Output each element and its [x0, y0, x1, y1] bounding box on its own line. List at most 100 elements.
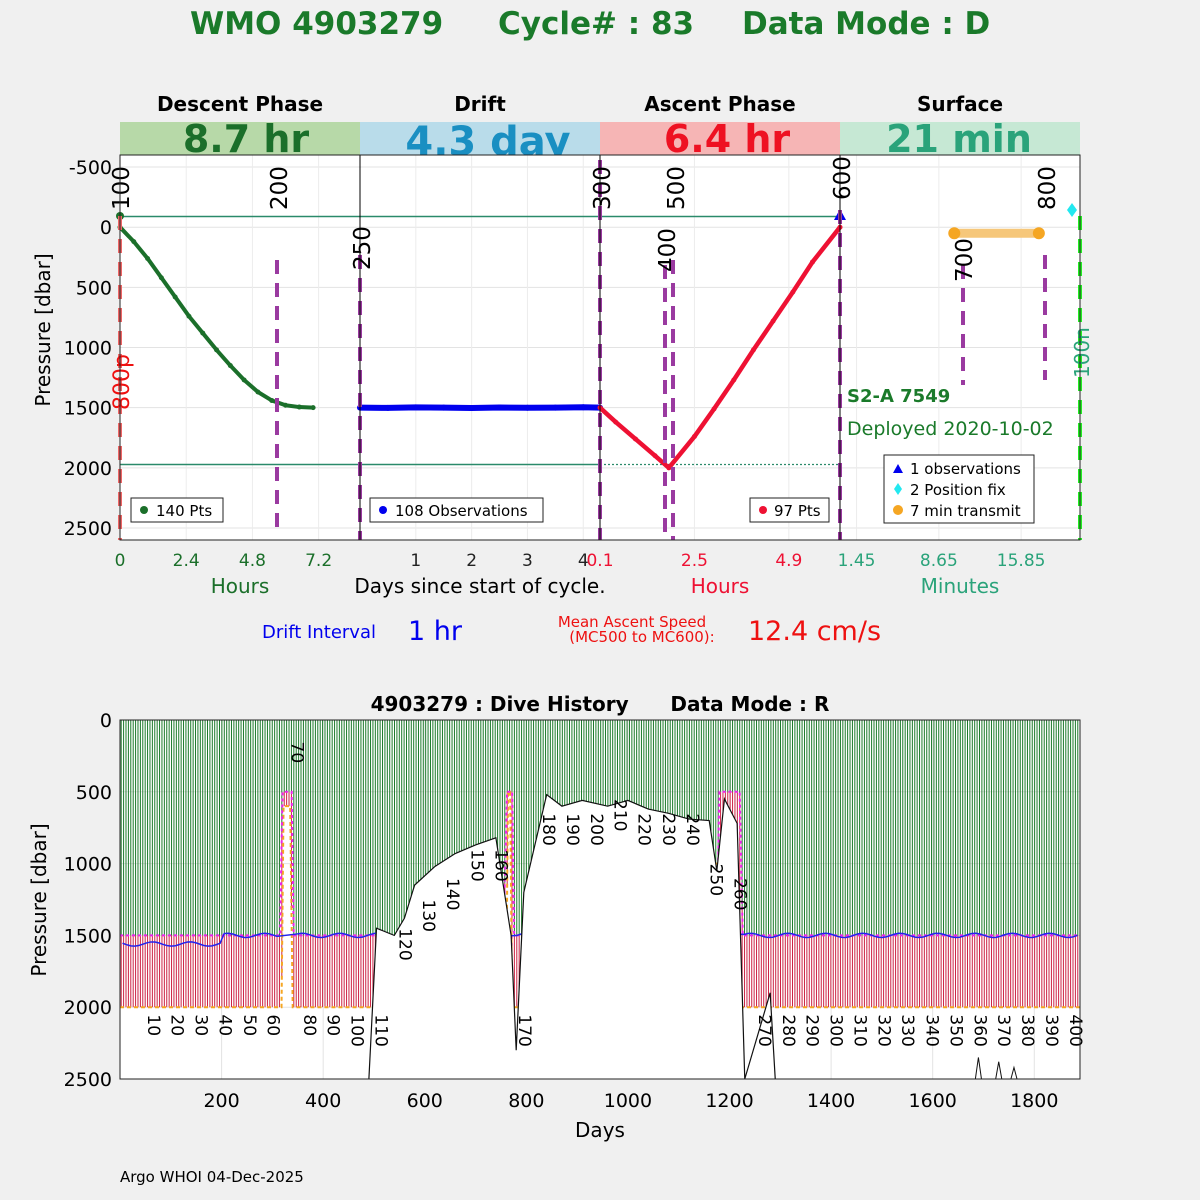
cycle-ylabel: Pressure [dbar]	[31, 253, 55, 406]
y-tick-label: 0	[100, 710, 112, 732]
dive-xlabel: Days	[575, 1118, 625, 1142]
cycle-label: 60	[263, 1014, 283, 1036]
descent-duration-band	[120, 122, 360, 155]
deployment-date: Deployed 2020-10-02	[847, 418, 1054, 440]
x-tick-label: 1.45	[838, 551, 876, 571]
dive-history-title: 4903279 : Dive History Data Mode : R	[371, 692, 830, 716]
position-fix-marker	[1067, 203, 1077, 217]
position-fix-icon	[894, 483, 902, 495]
ascent-duration-band	[600, 122, 840, 155]
descent-point	[131, 239, 137, 245]
surface-duration-band	[840, 122, 1080, 155]
cycle-label: 190	[562, 813, 582, 845]
drift-title: Drift	[454, 92, 506, 116]
dive-lines	[120, 790, 1080, 1080]
svg-text:140 Pts: 140 Pts	[156, 502, 212, 520]
bathymetry-line	[368, 793, 776, 1080]
marker-label-800: 800	[1035, 166, 1061, 210]
cycle-title: Cycle# : 83	[498, 6, 694, 42]
marker-label-200: 200	[267, 166, 293, 210]
drift-point	[468, 405, 475, 412]
cycle-label: 340	[922, 1014, 942, 1046]
x-tick-label: 0	[115, 551, 126, 571]
drift-interval-value: 1 hr	[408, 616, 463, 647]
marker-label-700: 700	[952, 238, 978, 282]
marker-label-600: 600	[830, 156, 856, 200]
cycle-label: 90	[323, 1014, 343, 1036]
descent-point	[241, 377, 247, 383]
x-tick-label: 4.9	[775, 551, 802, 571]
cycle-label: 180	[538, 813, 558, 845]
x-tick-label: 1800	[1010, 1090, 1058, 1112]
drift-interval-label: Drift Interval	[262, 622, 376, 643]
x-tick-label: 2.5	[681, 551, 708, 571]
descent-point	[172, 294, 178, 300]
x-tick-label: 800	[508, 1090, 544, 1112]
cycle-label: 30	[191, 1014, 211, 1036]
ascent-point	[750, 347, 756, 353]
svg-text:108 Observations: 108 Observations	[395, 502, 528, 520]
seafloor-spike	[974, 1057, 982, 1080]
seafloor-spike	[1010, 1065, 1018, 1080]
drift-point	[384, 404, 391, 411]
y-tick-label: 1500	[64, 398, 112, 420]
dive-ylabel: Pressure [dbar]	[27, 823, 51, 976]
ascent-speed-value: 12.4 cm/s	[748, 616, 881, 647]
ascent-point	[652, 453, 658, 459]
ascent-point	[770, 318, 776, 324]
cycle-label: 140	[442, 878, 462, 910]
drift-point	[552, 404, 559, 411]
y-tick-label: 1000	[64, 338, 112, 360]
x-tick-label: 1600	[909, 1090, 957, 1112]
svg-text:97 Pts: 97 Pts	[774, 502, 821, 520]
descent-point	[283, 402, 289, 408]
svg-text:7 min transmit: 7 min transmit	[910, 502, 1021, 520]
cycle-label: 150	[466, 849, 486, 881]
cycle-label: 170	[514, 1014, 534, 1046]
ascent-point	[731, 377, 737, 383]
ascent-title: Ascent Phase	[644, 92, 795, 116]
y-tick-label: 2000	[64, 458, 112, 480]
x-tick-label: 4.8	[239, 551, 266, 571]
surface-unit: Minutes	[921, 574, 1000, 598]
cycle-label: 10	[143, 1014, 163, 1036]
cycle-label: 50	[239, 1014, 259, 1036]
drift-duration-band	[360, 122, 600, 155]
ascent-speed-label-line1: Mean Ascent Speed	[558, 613, 706, 631]
ascent-point	[790, 289, 796, 295]
ascent-point	[809, 259, 815, 265]
cycle-label: 210	[610, 799, 630, 831]
cycle-label: 100	[347, 1014, 367, 1046]
cycle-label: 380	[1017, 1014, 1037, 1046]
y-tick-label: -500	[69, 157, 112, 179]
svg-text:1 observations: 1 observations	[910, 460, 1021, 478]
y-tick-label: 500	[76, 782, 112, 804]
descent-point	[296, 404, 302, 410]
descent-duration: 8.7 hr	[183, 117, 310, 161]
x-tick-label: 15.85	[997, 551, 1046, 571]
ascent-duration: 6.4 hr	[664, 117, 791, 161]
drift-point	[496, 404, 503, 411]
cycle-label: 70	[287, 742, 307, 764]
observation-marker-icon	[893, 464, 903, 473]
dive-ticks: 200 400 600 800 1000 1200 1400 1600 1800 0 500 1000…	[64, 710, 1059, 1112]
cycle-label: 320	[873, 1014, 893, 1046]
y-tick-label: 500	[76, 277, 112, 299]
ascent-point	[613, 419, 619, 425]
surface-duration: 21 min	[886, 117, 1032, 161]
ascent-point	[691, 434, 697, 440]
cycle-profile-chart: Descent Phase Drift Ascent Phase Surface…	[31, 92, 1094, 647]
cycle-label: 280	[778, 1014, 798, 1046]
marker-label-300: 300	[590, 166, 616, 210]
descent-point	[214, 347, 220, 353]
y-tick-label: 0	[100, 217, 112, 239]
x-tick-label: 1	[410, 551, 421, 571]
x-tick-label: 4	[578, 551, 589, 571]
x-tick-label: 7.2	[305, 551, 332, 571]
y-tick-label: 1000	[64, 854, 112, 876]
x-tick-label: 1200	[705, 1090, 753, 1112]
drift-point	[580, 404, 587, 411]
ascent-legend: 97 Pts	[749, 497, 830, 523]
cycle-label: 360	[969, 1014, 989, 1046]
cycle-label: 160	[490, 849, 510, 881]
